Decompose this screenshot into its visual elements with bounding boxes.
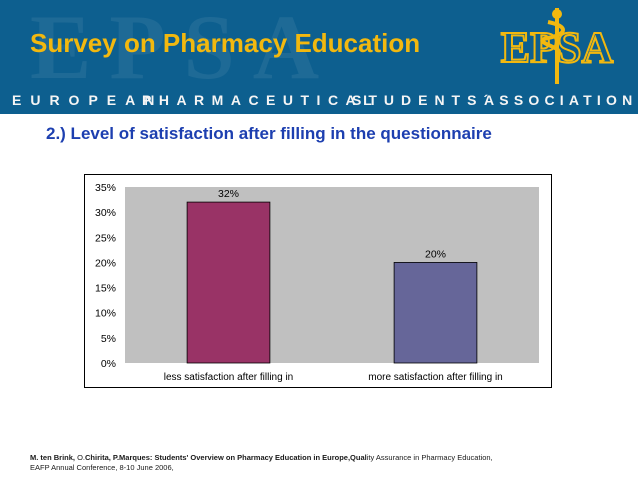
header-watermark: EPSA <box>30 0 338 98</box>
y-tick-label: 35% <box>95 182 116 194</box>
x-category-label: more satisfaction after filling in <box>368 372 503 383</box>
bar <box>393 262 478 364</box>
y-tick-label: 10% <box>95 308 116 320</box>
data-label: 20% <box>425 248 446 260</box>
citation-footer: M. ten Brink, O.Chirita, P.Marques: Stud… <box>30 453 493 473</box>
x-category-label: less satisfaction after filling in <box>164 372 294 383</box>
epsa-logo: EPSA <box>500 8 614 84</box>
slide-subtitle: 2.) Level of satisfaction after filling … <box>46 124 492 143</box>
citation-source: ity Assurance in Pharmacy Education, <box>366 453 493 462</box>
citation-line-2: EAFP Annual Conference, 8-10 June 2006, <box>30 463 174 472</box>
bar <box>186 201 271 364</box>
citation-line-1: M. ten Brink, O.Chirita, P.Marques: Stud… <box>30 453 493 463</box>
citation-authors: M. ten Brink, <box>30 453 78 462</box>
org-word-students: STUDENTS´ <box>352 92 496 108</box>
slide-header: EPSA Survey on Pharmacy Education EUROPE… <box>0 0 638 114</box>
data-label: 32% <box>218 188 239 200</box>
org-word-association: ASSOCIATION <box>484 92 638 108</box>
org-word-european: EUROPEAN <box>12 92 164 108</box>
y-tick-label: 25% <box>95 232 116 244</box>
y-tick-label: 20% <box>95 257 116 269</box>
satisfaction-bar-chart: 0% 5% 10% 15% 20% 25% 30% 35% 32% less satisfacti… <box>95 182 539 383</box>
y-tick-label: 30% <box>95 207 116 219</box>
citation-author-initial: O. <box>77 453 86 462</box>
org-word-pharmaceutical: PHARMACEUTICAL <box>142 92 380 108</box>
organization-name-band: EUROPEAN PHARMACEUTICAL STUDENTS´ ASSOCI… <box>0 88 638 114</box>
citation-title: Chirita, P.Marques: Students' Overview o… <box>85 453 367 462</box>
y-tick-label: 15% <box>95 283 116 295</box>
slide-title: Survey on Pharmacy Education <box>30 28 421 58</box>
y-tick-label: 0% <box>101 358 116 370</box>
y-tick-label: 5% <box>101 333 116 345</box>
chart-frame: 0% 5% 10% 15% 20% 25% 30% 35% 32% less satisfacti… <box>84 174 552 388</box>
